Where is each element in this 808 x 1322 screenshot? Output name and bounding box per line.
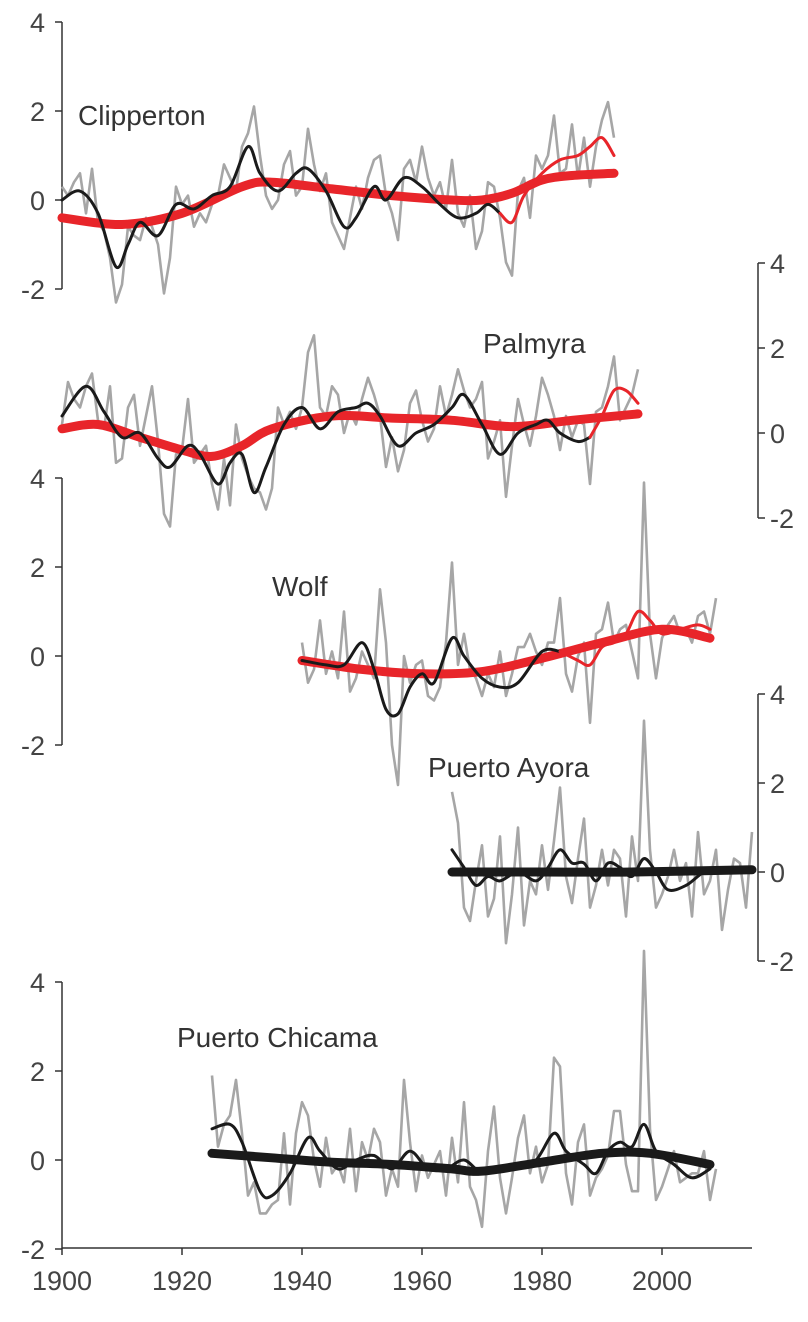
puerto-ayora-y-tick-label: 0 bbox=[770, 858, 785, 888]
palmyra-y-tick-label: -2 bbox=[770, 504, 794, 534]
puerto-chicama-annual-series bbox=[210, 949, 718, 1229]
puerto-chicama-y-tick-label: 0 bbox=[30, 1146, 45, 1176]
wolf-smoothed-recent-line bbox=[558, 609, 712, 667]
clipperton-y-tick-label: 0 bbox=[30, 186, 45, 216]
wolf-panel-label: Wolf bbox=[272, 571, 328, 602]
wolf-smoothed-line bbox=[300, 635, 562, 718]
puerto-chicama-y-tick-label: 2 bbox=[30, 1057, 45, 1087]
puerto-chicama-panel-label: Puerto Chicama bbox=[177, 1022, 378, 1053]
x-tick-label: 1960 bbox=[392, 1266, 452, 1296]
puerto-chicama-smoothed-line bbox=[210, 1122, 712, 1200]
puerto-ayora-smoothed-line bbox=[450, 848, 754, 892]
wolf-y-tick-label: 0 bbox=[30, 642, 45, 672]
palmyra-smoothed-line bbox=[60, 384, 592, 495]
wolf-y-tick-label: 4 bbox=[30, 464, 45, 494]
x-tick-label: 1900 bbox=[32, 1266, 92, 1296]
clipperton-y-tick-label: -2 bbox=[21, 275, 45, 305]
puerto-chicama-y-tick-label: 4 bbox=[30, 968, 45, 998]
palmyra-trend-line bbox=[57, 409, 643, 461]
wolf-y-tick-label: 2 bbox=[30, 553, 45, 583]
palmyra-y-tick-label: 4 bbox=[770, 249, 785, 279]
palmyra-y-tick-label: 0 bbox=[770, 419, 785, 449]
wolf-y-tick-label: -2 bbox=[21, 731, 45, 761]
clipperton-y-tick-label: 2 bbox=[30, 97, 45, 127]
clipperton-annual-series bbox=[60, 100, 616, 304]
puerto-chicama-y-tick-label: -2 bbox=[21, 1235, 45, 1265]
palmyra-smoothed-recent-line bbox=[588, 386, 640, 439]
puerto-ayora-panel-label: Puerto Ayora bbox=[428, 752, 590, 783]
clipperton-y-tick-label: 4 bbox=[30, 8, 45, 38]
x-tick-label: 1940 bbox=[272, 1266, 332, 1296]
x-tick-label: 1980 bbox=[512, 1266, 572, 1296]
clipperton-smoothed-line bbox=[60, 145, 502, 270]
x-tick-label: 2000 bbox=[632, 1266, 692, 1296]
puerto-ayora-y-tick-label: 4 bbox=[770, 680, 785, 710]
clipperton-smoothed-recent-line bbox=[498, 136, 616, 225]
puerto-ayora-y-tick-label: 2 bbox=[770, 769, 785, 799]
clipperton-panel-label: Clipperton bbox=[78, 100, 206, 131]
palmyra-y-tick-label: 2 bbox=[770, 334, 785, 364]
puerto-chicama-trend-line bbox=[207, 1147, 715, 1176]
palmyra-panel-label: Palmyra bbox=[483, 328, 586, 359]
palmyra-annual-series bbox=[60, 334, 640, 528]
x-tick-label: 1920 bbox=[152, 1266, 212, 1296]
puerto-ayora-y-tick-label: -2 bbox=[770, 947, 794, 977]
